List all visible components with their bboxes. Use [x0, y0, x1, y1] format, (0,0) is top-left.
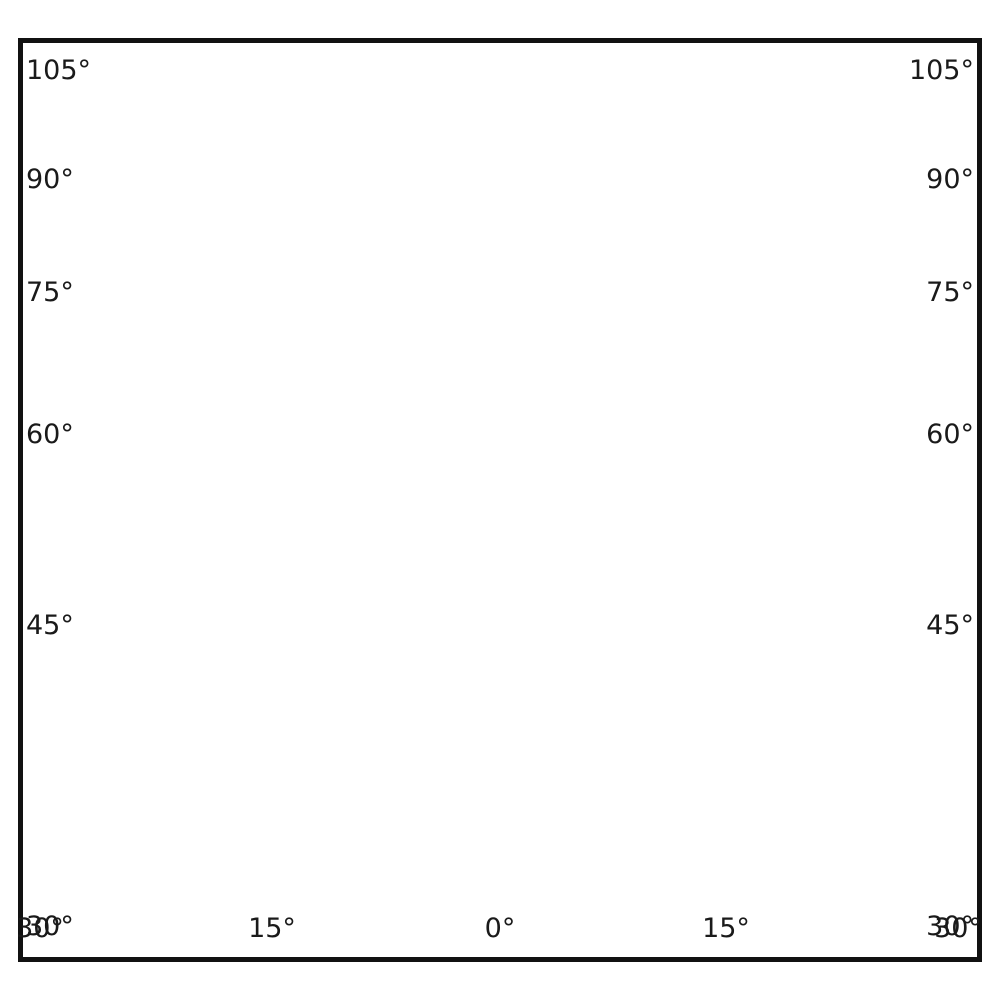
axis-label-bottom-3: 15°	[702, 913, 750, 944]
axis-label-left-0: 105°	[26, 55, 92, 86]
axis-label-bottom-1: 15°	[248, 913, 296, 944]
axis-label-right-1: 90°	[926, 164, 974, 195]
axis-label-left-3: 60°	[26, 419, 74, 450]
axis-label-right-4: 45°	[926, 610, 974, 641]
axis-label-right-0: 105°	[908, 55, 974, 86]
axis-label-left-5: 30°	[26, 911, 74, 942]
axis-label-bottom-0: 30°	[16, 913, 64, 944]
axis-label-left-1: 90°	[26, 164, 74, 195]
axis-label-right-2: 75°	[926, 277, 974, 308]
axis-label-right-5: 30°	[926, 911, 974, 942]
axis-label-right-3: 60°	[926, 419, 974, 450]
axis-label-bottom-4: 30°	[934, 913, 982, 944]
plot-frame-border	[18, 38, 982, 962]
axis-label-left-4: 45°	[26, 610, 74, 641]
axis-label-bottom-2: 0°	[484, 913, 516, 944]
axis-label-left-2: 75°	[26, 277, 74, 308]
